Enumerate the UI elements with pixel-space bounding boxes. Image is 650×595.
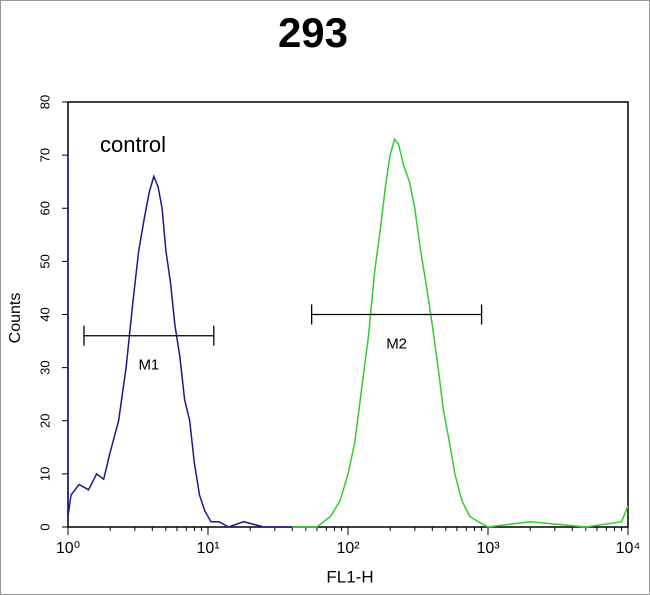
- y-tick-label: 60: [37, 201, 52, 215]
- marker-label: M1: [138, 357, 159, 374]
- y-tick-label: 20: [37, 414, 52, 428]
- x-tick-label: 10⁰: [56, 540, 80, 557]
- y-tick-label: 0: [37, 523, 52, 530]
- y-tick-label: 10: [37, 467, 52, 481]
- y-tick-label: 40: [37, 307, 52, 321]
- chart-title: 293: [278, 9, 348, 56]
- y-tick-label: 80: [37, 95, 52, 109]
- histogram-line: [292, 137, 629, 528]
- y-tick-label: 30: [37, 360, 52, 374]
- x-tick-label: 10⁴: [616, 540, 641, 557]
- annotation: control: [100, 132, 166, 157]
- y-tick-label: 50: [37, 254, 52, 268]
- x-tick-label: 10³: [476, 540, 500, 557]
- y-tick-label: 70: [37, 148, 52, 162]
- histogram-line: [67, 155, 293, 528]
- marker-label: M2: [386, 335, 407, 352]
- x-tick-label: 10²: [336, 540, 360, 557]
- y-axis-label: Counts: [7, 293, 24, 344]
- x-axis-label: FL1-H: [326, 567, 373, 586]
- x-tick-label: 10¹: [196, 540, 219, 557]
